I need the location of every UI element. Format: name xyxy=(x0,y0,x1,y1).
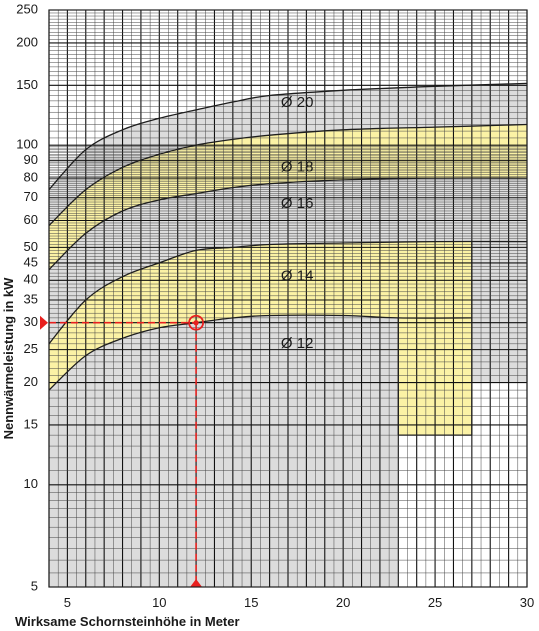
band-boundary-curves xyxy=(48,82,528,436)
band-d16-label: Ø 16 xyxy=(281,195,314,212)
marker-left-arrow xyxy=(40,315,48,330)
x-tick-label: 10 xyxy=(152,595,166,610)
band-d18-label: Ø 18 xyxy=(281,158,314,175)
y-tick-label: 40 xyxy=(24,272,38,287)
x-tick-label: 5 xyxy=(64,595,71,610)
y-tick-label: 30 xyxy=(24,314,38,329)
y-tick-label: 10 xyxy=(24,476,38,491)
x-axis-ticks: 5 10 15 20 25 30 xyxy=(64,595,534,610)
band-d14-label: Ø 14 xyxy=(281,268,314,285)
band-boundary-curve xyxy=(48,123,528,226)
x-tick-label: 20 xyxy=(336,595,350,610)
y-tick-label: 5 xyxy=(31,578,38,593)
y-tick-label: 60 xyxy=(24,212,38,227)
y-tick-label: 35 xyxy=(24,291,38,306)
grid-lines xyxy=(48,9,528,588)
x-tick-label: 15 xyxy=(244,595,258,610)
y-tick-label: 70 xyxy=(24,189,38,204)
y-tick-label: 150 xyxy=(16,77,38,92)
y-tick-label: 45 xyxy=(24,254,38,269)
y-tick-label: 25 xyxy=(24,341,38,356)
y-tick-label: 200 xyxy=(16,34,38,49)
y-tick-label: 100 xyxy=(16,137,38,152)
marker-dot xyxy=(193,320,199,326)
plot-frame xyxy=(48,9,528,588)
y-tick-label: 80 xyxy=(24,169,38,184)
y-axis-title: Nennwärmeleistung in kW xyxy=(1,277,16,440)
example-marker xyxy=(40,314,204,587)
y-tick-label: 50 xyxy=(24,239,38,254)
band-d20-label: Ø 20 xyxy=(281,94,314,111)
x-tick-label: 25 xyxy=(428,595,442,610)
y-tick-label: 90 xyxy=(24,152,38,167)
marker-bottom-arrow xyxy=(190,579,203,587)
band-boundary-curve xyxy=(48,82,528,191)
band-d12-label: Ø 12 xyxy=(281,335,314,352)
x-tick-label: 30 xyxy=(520,595,534,610)
band-boundary-curve xyxy=(48,314,472,391)
y-tick-label: 250 xyxy=(16,1,38,16)
band-labels: Ø 20 Ø 18 Ø 16 Ø 14 Ø 12 xyxy=(281,94,314,352)
band-boundary-curve xyxy=(48,240,528,345)
band-boundary-curve xyxy=(48,177,528,271)
band-d14-area xyxy=(49,241,472,391)
x-axis-title: Wirksame Schornsteinhöhe in Meter xyxy=(15,614,240,629)
marker-ring xyxy=(188,314,204,331)
y-tick-label: 15 xyxy=(24,416,38,431)
y-tick-label: 20 xyxy=(24,374,38,389)
